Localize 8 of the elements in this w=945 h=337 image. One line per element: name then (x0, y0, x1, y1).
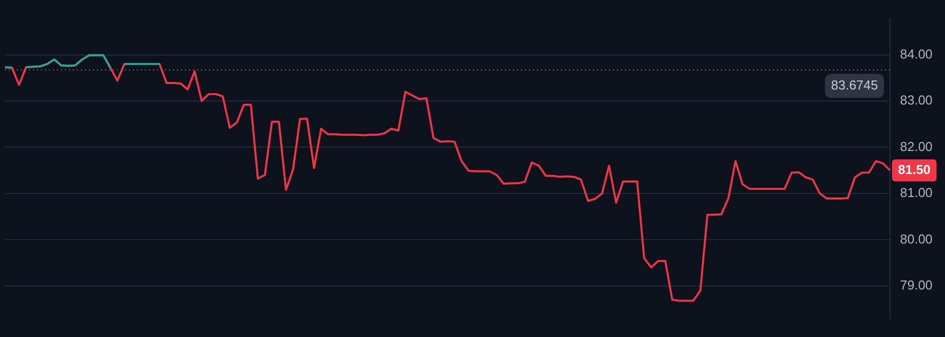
y-tick-label: 84.00 (900, 46, 933, 62)
y-tick-label: 83.00 (900, 92, 933, 108)
text: 81.50 (898, 162, 931, 177)
ref-line-label: 83.6745 (831, 77, 878, 92)
y-tick-label: 81.00 (900, 185, 933, 200)
y-tick-label: 80.00 (900, 231, 933, 246)
y-tick-label: 79.00 (900, 277, 933, 292)
y-tick-label: 82.00 (900, 138, 933, 154)
